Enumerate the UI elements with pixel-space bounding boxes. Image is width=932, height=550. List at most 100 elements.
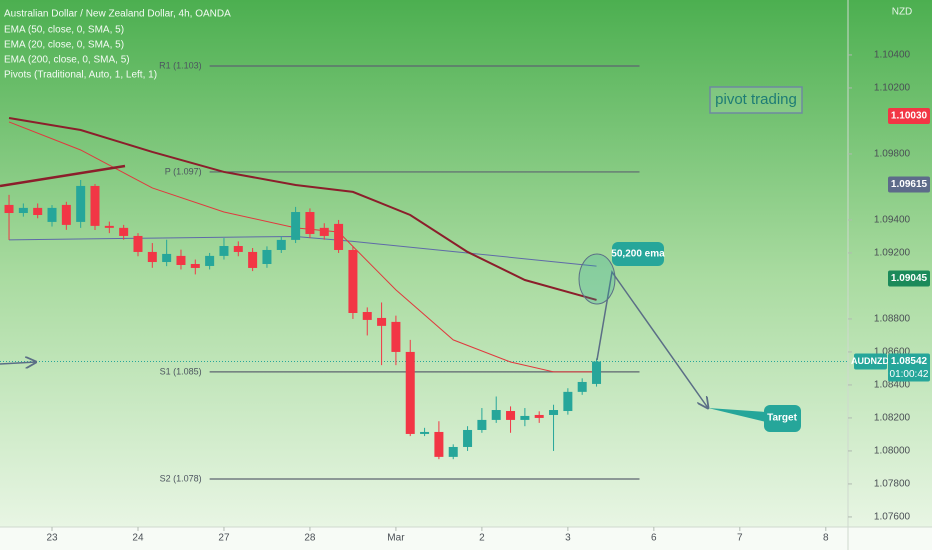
pivot-label: S2 (1.078) <box>160 473 202 483</box>
legend-entry: EMA (20, close, 0, SMA, 5) <box>4 40 124 51</box>
price-label: 1.09615 <box>891 179 928 190</box>
y-tick-label: 1.07800 <box>874 479 911 490</box>
y-tick-label: 1.09400 <box>874 215 911 226</box>
chart-title: Australian Dollar / New Zealand Dollar, … <box>4 9 231 20</box>
candle-body <box>104 225 114 228</box>
y-tick-label: 1.08800 <box>874 314 911 325</box>
x-tick-label: Mar <box>387 533 405 544</box>
symbol-label-bg <box>854 353 887 370</box>
candle-body <box>61 204 71 225</box>
y-tick-label: 1.08000 <box>874 446 911 457</box>
candle-body <box>577 381 587 392</box>
candle-body <box>334 223 344 250</box>
pivot-label: P (1.097) <box>165 166 202 176</box>
legend-entry: Pivots (Traditional, Auto, 1, Left, 1) <box>4 70 157 81</box>
candle-body <box>420 431 430 434</box>
candle-body <box>119 227 129 236</box>
candle-body <box>549 410 559 415</box>
pivot-label: S1 (1.085) <box>160 366 202 376</box>
candle-body <box>276 239 286 250</box>
x-tick-label: 24 <box>132 533 144 544</box>
candle-body <box>491 410 501 420</box>
y-tick-label: 1.08200 <box>874 413 911 424</box>
candle-body <box>520 415 530 420</box>
x-tick-label: 3 <box>565 533 571 544</box>
callout <box>764 405 801 432</box>
candle-body <box>405 351 415 434</box>
candle-body <box>147 251 157 263</box>
time-axis-bg <box>0 527 932 550</box>
price-label-bg <box>888 107 930 124</box>
y-tick-label: 1.09200 <box>874 248 911 259</box>
note-text: pivot trading <box>715 91 797 108</box>
candle-body <box>434 431 444 457</box>
ema-line <box>8 116 597 301</box>
y-tick-label: 1.08400 <box>874 380 911 391</box>
callout-text: 50,200 ema <box>611 249 665 260</box>
arrow <box>596 270 708 408</box>
candle-body <box>362 312 372 320</box>
candle-body <box>506 411 516 420</box>
y-tick-label: 1.10200 <box>874 83 911 94</box>
candle-body <box>448 446 458 457</box>
candle-body <box>319 227 329 236</box>
note-box <box>709 86 803 114</box>
price-label-bg <box>888 270 930 287</box>
candle-body <box>377 317 387 326</box>
candle-body <box>18 207 28 214</box>
callout <box>612 242 664 266</box>
candle-body <box>33 207 43 215</box>
candle-body <box>348 249 358 313</box>
callout-text: Target <box>767 413 797 424</box>
x-tick-label: 27 <box>218 533 230 544</box>
legend-entry: EMA (50, close, 0, SMA, 5) <box>4 25 124 36</box>
candle-body <box>534 414 544 418</box>
candle-body <box>133 235 143 252</box>
x-tick-label: 2 <box>479 533 485 544</box>
candle-body <box>162 253 172 263</box>
y-tick-label: 1.10400 <box>874 50 911 61</box>
candle-body <box>477 419 487 430</box>
candle-body <box>190 263 200 268</box>
x-tick-label: 23 <box>46 533 58 544</box>
candle-body <box>176 255 186 265</box>
candle-body <box>592 361 602 384</box>
x-tick-label: 8 <box>823 533 829 544</box>
price-label: 1.09045 <box>891 273 928 284</box>
candle-body <box>205 255 215 266</box>
last-price-label: 1.08542 <box>891 356 928 367</box>
y-tick-label: 1.09800 <box>874 149 911 160</box>
x-tick-label: 28 <box>304 533 316 544</box>
candle-body <box>233 246 243 252</box>
candle-body <box>4 204 14 214</box>
candle-body <box>305 212 315 234</box>
candle-body <box>248 251 258 268</box>
candle-body <box>391 321 401 352</box>
x-tick-label: 7 <box>737 533 743 544</box>
arrow <box>0 362 36 364</box>
candle-body <box>563 391 573 412</box>
y-tick-label: 1.07600 <box>874 512 911 523</box>
candle-body <box>219 246 229 256</box>
candle-body <box>76 185 86 222</box>
last-price-bg <box>888 353 930 382</box>
countdown: 01:00:42 <box>890 369 929 380</box>
callout-pointer <box>708 408 766 422</box>
legend-entry: EMA (200, close, 0, SMA, 5) <box>4 55 130 66</box>
candle-body <box>291 212 301 240</box>
highlight-circle <box>578 253 616 305</box>
x-tick-label: 6 <box>651 533 657 544</box>
candle-body <box>90 185 100 226</box>
y-tick-label: 1.08600 <box>874 347 911 358</box>
plot-area: R1 (1.103) P (1.097) S1 (1.085) S2 (1.078) <box>0 60 848 483</box>
trend-line <box>0 164 126 188</box>
candle-body <box>262 249 272 264</box>
pivot-label: R1 (1.103) <box>159 60 202 70</box>
price-label-bg <box>888 176 930 193</box>
candle-body <box>47 207 57 222</box>
price-label: 1.10030 <box>891 111 928 122</box>
currency: NZD <box>892 7 913 18</box>
